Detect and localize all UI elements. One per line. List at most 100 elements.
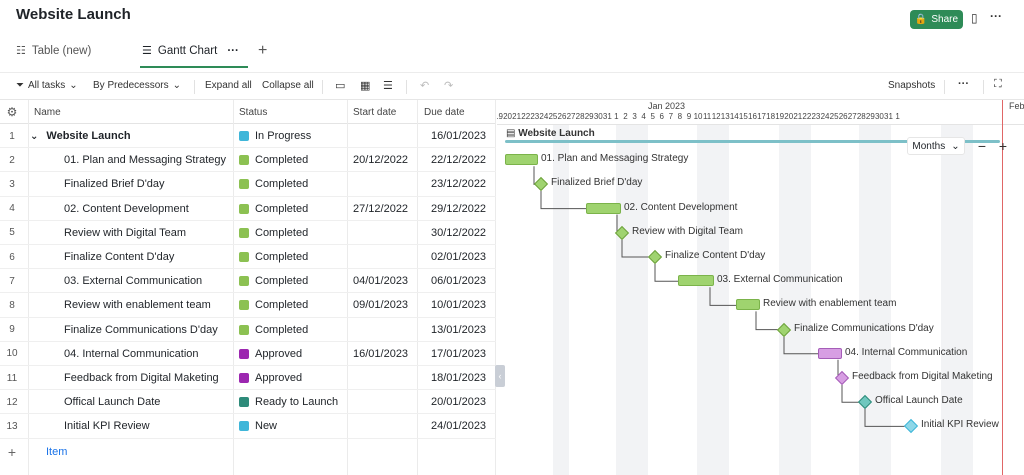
start-date-cell[interactable]: 04/01/2023 <box>353 275 409 288</box>
column-header-name[interactable]: Name <box>34 106 61 118</box>
due-date-cell[interactable]: 24/01/2023 <box>431 420 487 433</box>
gantt-task-bar[interactable] <box>678 275 714 287</box>
status-cell[interactable]: Approved <box>239 342 347 366</box>
share-button[interactable]: 🔒 Share <box>910 10 963 29</box>
start-date-cell[interactable] <box>353 221 419 245</box>
table-row[interactable]: 5 Review with Digital Team Completed 30/12/… <box>0 221 496 245</box>
fullscreen-icon[interactable]: ⛶ <box>994 78 1002 90</box>
table-row[interactable]: 2 01. Plan and Messaging Strategy Complete… <box>0 148 496 173</box>
snapshots-button[interactable]: Snapshots <box>888 80 936 91</box>
gantt-task-bar[interactable] <box>586 202 621 214</box>
add-view-icon[interactable]: + <box>258 42 268 59</box>
due-date-cell[interactable]: 18/01/2023 <box>431 372 487 384</box>
table-row[interactable]: 3 Finalized Brief D'day Completed 23/12/202… <box>0 172 496 197</box>
table-row[interactable]: 13 Initial KPI Review New 24/01/2023 <box>0 414 496 439</box>
zoom-in-button[interactable]: + <box>998 138 1008 154</box>
start-date-cell[interactable] <box>353 366 419 390</box>
task-name[interactable]: ⌄ Website Launch <box>30 124 230 148</box>
expand-all-button[interactable]: Expand all <box>205 80 252 91</box>
start-date-cell[interactable]: 27/12/2022 <box>353 202 409 215</box>
due-date-cell[interactable]: 23/12/2022 <box>431 178 487 191</box>
zoom-level-select[interactable]: Months ⌄ <box>907 137 965 155</box>
due-date-cell[interactable]: 16/01/2023 <box>431 130 487 142</box>
table-row[interactable]: 4 02. Content Development Completed 27/12/2… <box>0 197 496 221</box>
task-name[interactable]: Finalized Brief D'day <box>30 172 230 196</box>
start-date-cell[interactable] <box>353 124 419 148</box>
table-row[interactable]: 11 Feedback from Digital Maketing Approved… <box>0 366 496 391</box>
table-row[interactable]: 8 Review with enablement team Completed 09/… <box>0 293 496 318</box>
clipboard-icon[interactable]: ▯ <box>971 11 978 25</box>
due-date-cell[interactable]: 10/01/2023 <box>431 299 487 312</box>
status-cell[interactable]: Completed <box>239 293 347 317</box>
status-cell[interactable]: Completed <box>239 269 347 293</box>
due-date-cell[interactable]: 22/12/2022 <box>431 154 487 167</box>
start-date-cell[interactable]: 16/01/2023 <box>353 347 409 360</box>
zoom-out-button[interactable]: − <box>977 138 987 154</box>
panel-collapse-handle[interactable]: ‹ <box>495 365 505 387</box>
more-options-icon[interactable]: ··· <box>958 78 969 90</box>
table-row[interactable]: 12 Offical Launch Date Ready to Launch 20/0… <box>0 390 496 415</box>
undo-icon[interactable]: ↶ <box>420 80 430 92</box>
table-row[interactable]: 10 04. Internal Communication Approved 16/0… <box>0 342 496 366</box>
task-name[interactable]: 02. Content Development <box>30 197 230 221</box>
folder-icon[interactable]: ▭ <box>335 80 346 92</box>
task-name[interactable]: Initial KPI Review <box>30 414 230 438</box>
gantt-task-bar[interactable] <box>505 154 538 166</box>
gantt-summary-bar[interactable] <box>505 140 1000 143</box>
add-icon[interactable]: + <box>7 444 17 460</box>
status-cell[interactable]: In Progress <box>239 124 347 148</box>
status-cell[interactable]: Ready to Launch <box>239 390 347 414</box>
table-row[interactable]: 7 03. External Communication Completed 04/0… <box>0 269 496 294</box>
table-row[interactable]: 6 Finalize Content D'day Completed 02/01/20… <box>0 245 496 270</box>
status-cell[interactable]: Completed <box>239 245 347 269</box>
start-date-cell[interactable] <box>353 318 419 342</box>
due-date-cell[interactable]: 02/01/2023 <box>431 251 487 263</box>
task-name[interactable]: Finalize Communications D'day <box>30 318 230 342</box>
tab-gantt[interactable]: ☰ Gantt Chart ··· <box>142 44 239 58</box>
table-row[interactable]: 9 Finalize Communications D'day Completed 1… <box>0 318 496 342</box>
start-date-cell[interactable] <box>353 172 419 196</box>
status-cell[interactable]: Approved <box>239 366 347 390</box>
status-cell[interactable]: Completed <box>239 197 347 221</box>
gantt-task-bar[interactable] <box>818 347 842 359</box>
add-item-row[interactable]: + Item <box>0 440 496 464</box>
task-name[interactable]: Feedback from Digital Maketing <box>30 366 230 390</box>
tab-more-icon[interactable]: ··· <box>227 44 239 57</box>
task-name[interactable]: Finalize Content D'day <box>30 245 230 269</box>
start-date-cell[interactable] <box>353 390 419 414</box>
collapse-all-button[interactable]: Collapse all <box>262 80 314 91</box>
start-date-cell[interactable]: 20/12/2022 <box>353 154 409 167</box>
column-header-due[interactable]: Due date <box>424 106 465 118</box>
due-date-cell[interactable]: 29/12/2022 <box>431 202 487 215</box>
task-name[interactable]: 03. External Communication <box>30 269 230 293</box>
status-cell[interactable]: Completed <box>239 221 347 245</box>
status-cell[interactable]: Completed <box>239 148 347 172</box>
gantt-task-bar[interactable] <box>736 299 760 311</box>
due-date-cell[interactable]: 13/01/2023 <box>431 323 487 336</box>
due-date-cell[interactable]: 20/01/2023 <box>431 396 487 409</box>
tab-table[interactable]: ☷ Table (new) <box>16 44 91 58</box>
start-date-cell[interactable] <box>353 414 419 438</box>
status-cell[interactable]: Completed <box>239 172 347 196</box>
due-date-cell[interactable]: 17/01/2023 <box>431 347 487 360</box>
redo-icon[interactable]: ↷ <box>444 80 454 92</box>
chevron-down-icon[interactable]: ⌄ <box>30 130 39 142</box>
status-cell[interactable]: New <box>239 414 347 438</box>
due-date-cell[interactable]: 30/12/2022 <box>431 226 487 239</box>
table-row[interactable]: 1 ⌄ Website Launch In Progress 16/01/2023 <box>0 124 496 149</box>
more-options-icon[interactable]: ··· <box>990 9 1002 23</box>
baseline-icon[interactable]: ☰ <box>383 80 393 92</box>
filter-button[interactable]: ⏷ All tasks ⌄ <box>16 80 78 91</box>
add-item-label[interactable]: Item <box>46 446 68 458</box>
column-header-status[interactable]: Status <box>239 106 268 118</box>
status-cell[interactable]: Completed <box>239 318 347 342</box>
column-header-start[interactable]: Start date <box>353 106 397 118</box>
settings-gear-icon[interactable]: ⚙ <box>6 105 18 119</box>
task-name[interactable]: 04. Internal Communication <box>30 342 230 366</box>
group-by-button[interactable]: By Predecessors ⌄ <box>93 80 181 91</box>
due-date-cell[interactable]: 06/01/2023 <box>431 275 487 288</box>
task-name[interactable]: 01. Plan and Messaging Strategy <box>30 148 230 172</box>
task-name[interactable]: Offical Launch Date <box>30 390 230 414</box>
task-name[interactable]: Review with Digital Team <box>30 221 230 245</box>
task-name[interactable]: Review with enablement team <box>30 293 230 317</box>
